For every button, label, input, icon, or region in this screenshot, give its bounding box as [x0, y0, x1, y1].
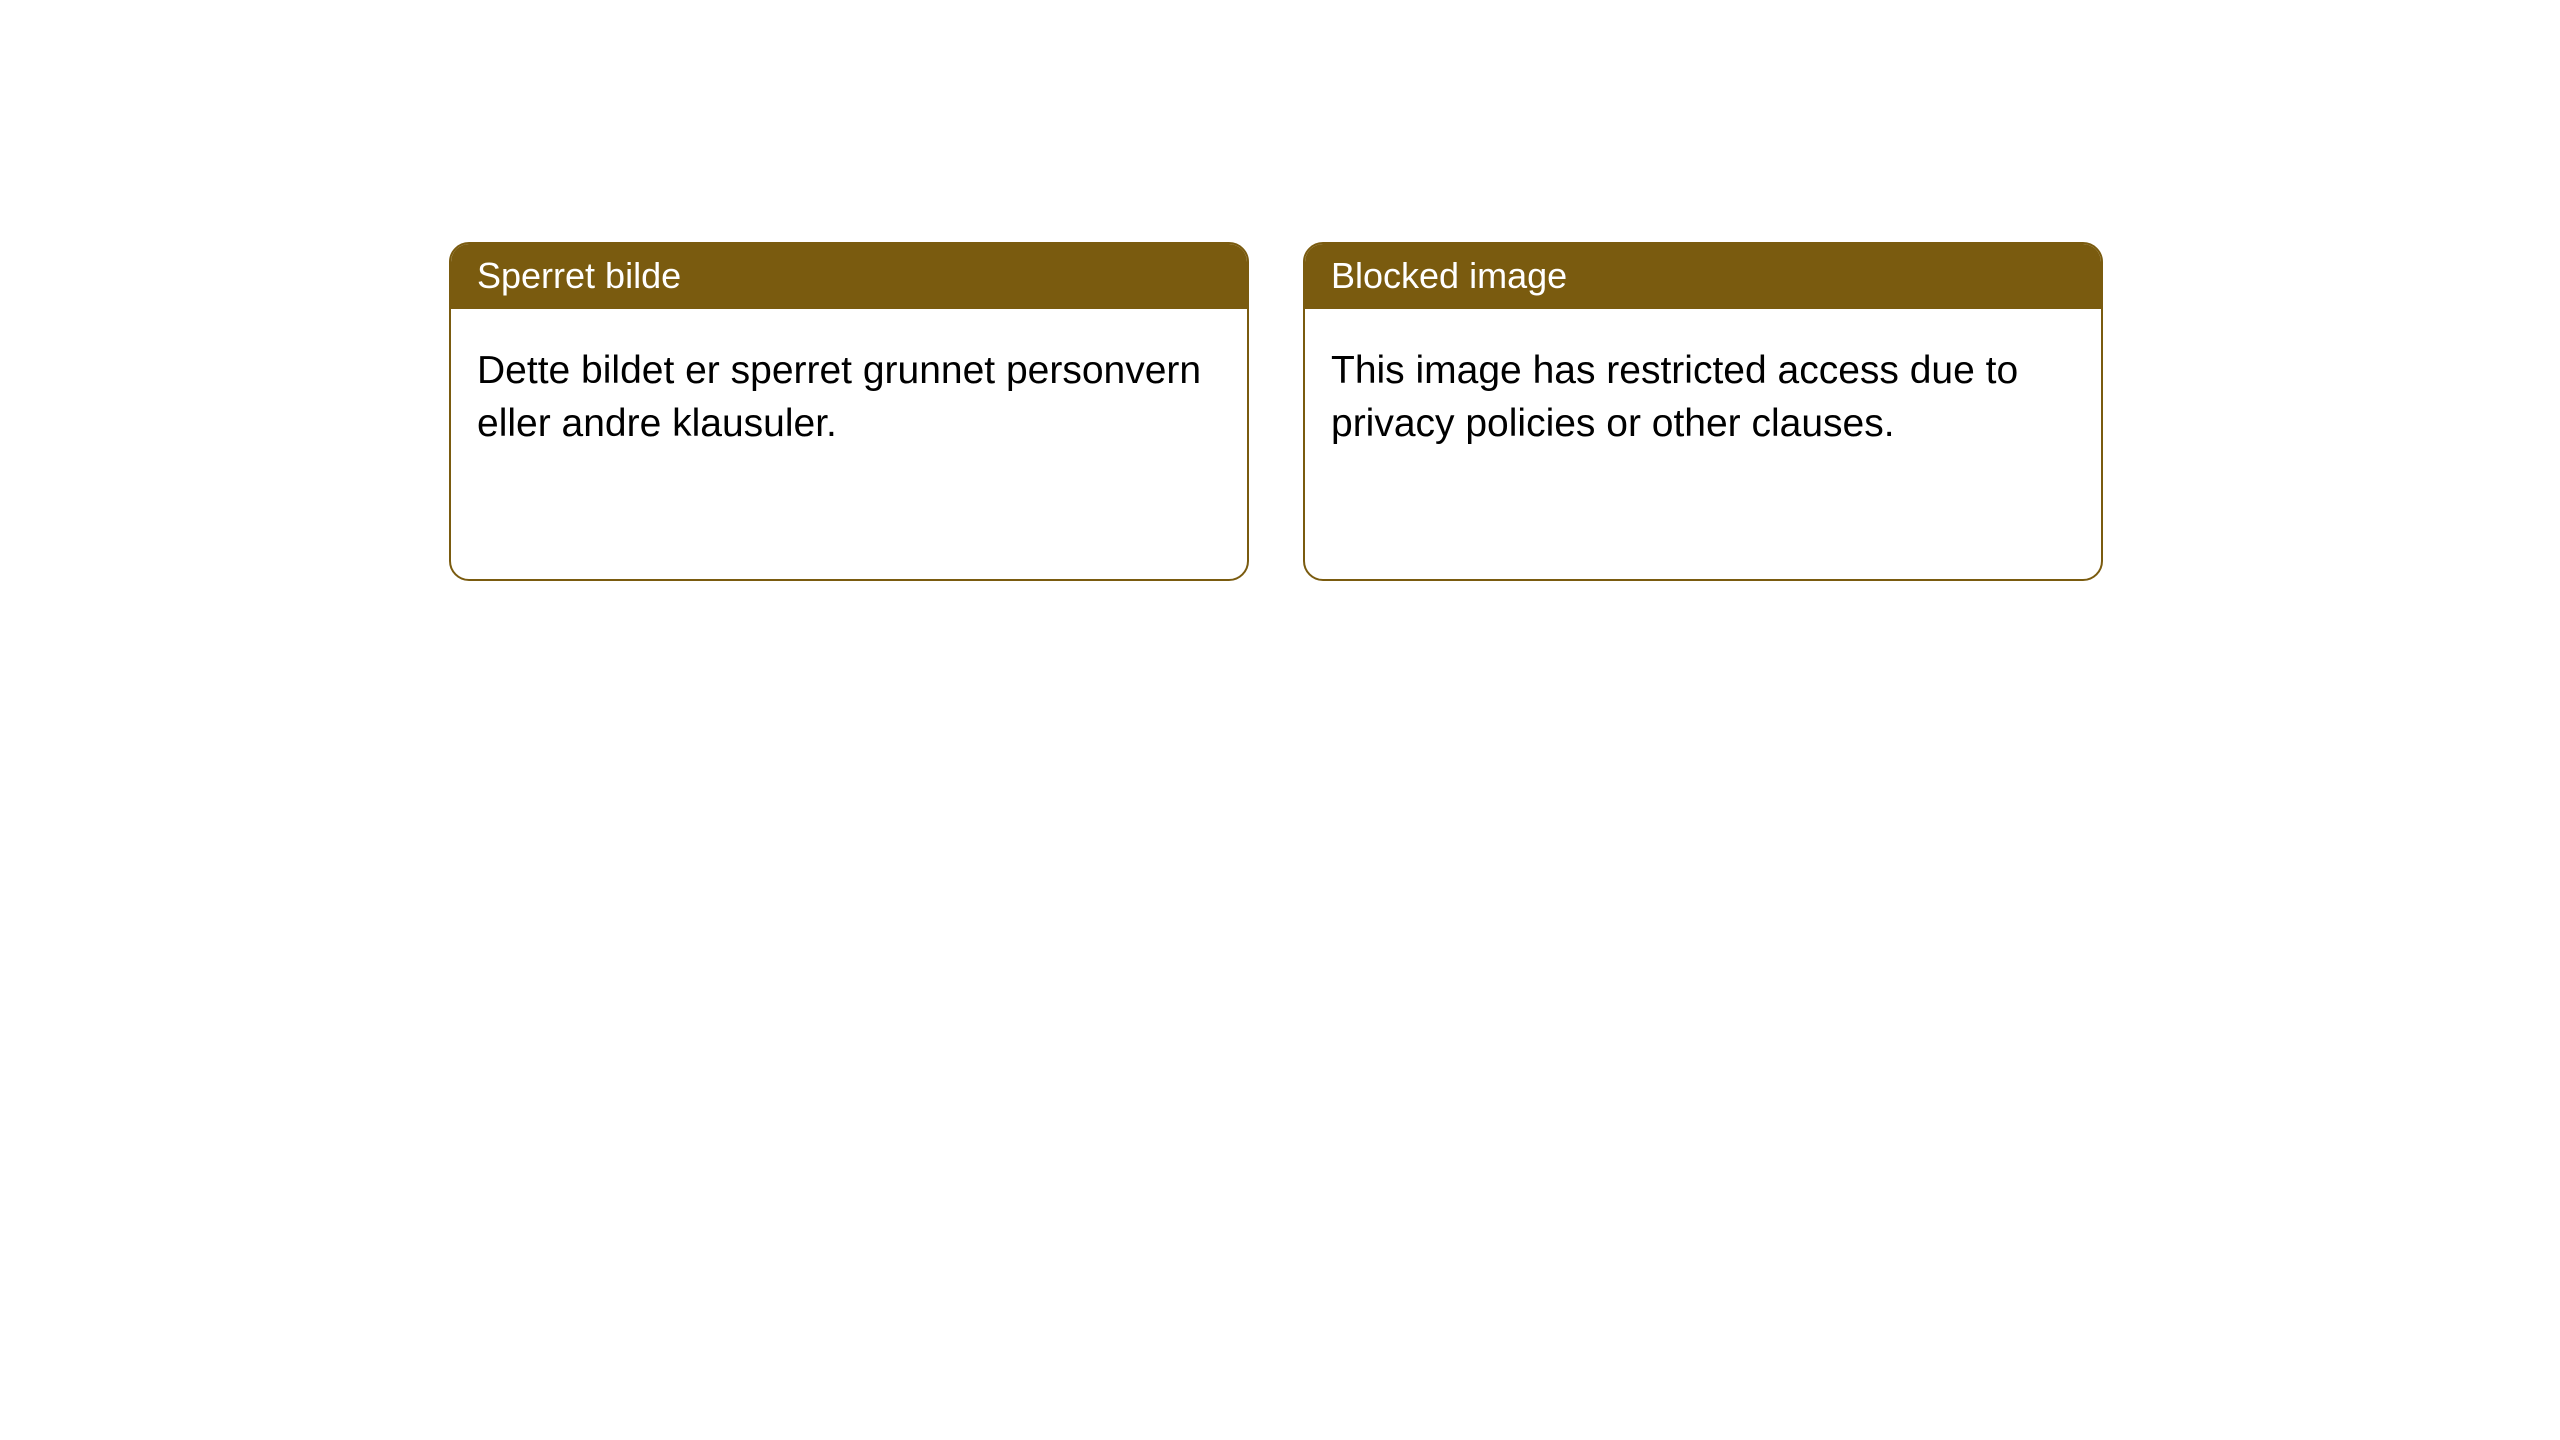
- notice-header: Sperret bilde: [451, 244, 1247, 309]
- notice-body: This image has restricted access due to …: [1305, 309, 2101, 579]
- notice-box-english: Blocked image This image has restricted …: [1303, 242, 2103, 581]
- notice-body: Dette bildet er sperret grunnet personve…: [451, 309, 1247, 579]
- notice-container: Sperret bilde Dette bildet er sperret gr…: [0, 0, 2560, 581]
- notice-header: Blocked image: [1305, 244, 2101, 309]
- notice-box-norwegian: Sperret bilde Dette bildet er sperret gr…: [449, 242, 1249, 581]
